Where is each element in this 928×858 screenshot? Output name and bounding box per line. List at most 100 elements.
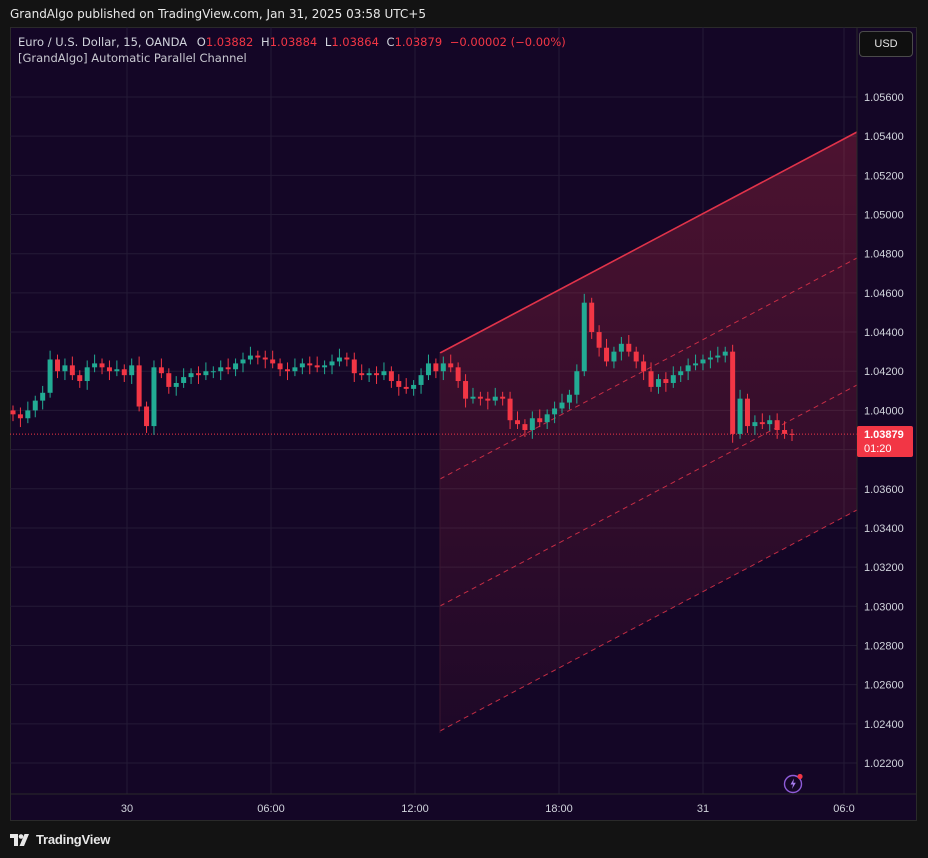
- candle: [433, 358, 439, 379]
- candle-body: [218, 367, 224, 372]
- currency-button[interactable]: USD: [859, 31, 913, 57]
- ohlc-legend: Euro / U.S. Dollar, 15, OANDA O1.03882 H…: [18, 34, 570, 50]
- candle-body: [262, 357, 268, 360]
- candle: [285, 362, 291, 381]
- y-tick-label: 1.02200: [864, 758, 904, 770]
- candle: [552, 401, 558, 424]
- candle: [759, 413, 765, 430]
- close-label: C: [386, 35, 395, 49]
- candle: [685, 358, 691, 381]
- candle: [114, 360, 120, 377]
- candle-body: [203, 371, 209, 376]
- candle-body: [544, 414, 550, 423]
- candle: [655, 374, 661, 394]
- candle-body: [285, 369, 291, 372]
- candle: [62, 358, 68, 381]
- price-axis: 1.02200 1.02400 1.02600 1.02800 1.03000 1.032…: [856, 27, 904, 794]
- candle: [336, 348, 342, 367]
- y-tick-label: 1.05200: [864, 170, 904, 182]
- candle: [596, 325, 602, 357]
- tradingview-brand[interactable]: TradingView: [10, 832, 110, 847]
- candle: [195, 366, 201, 384]
- candle: [641, 354, 647, 381]
- low-value: 1.03864: [331, 35, 379, 49]
- candle: [136, 356, 142, 412]
- symbol-label[interactable]: Euro / U.S. Dollar, 15, OANDA: [18, 35, 188, 49]
- candle: [574, 364, 580, 404]
- candle-body: [322, 365, 328, 368]
- open-value: 1.03882: [205, 35, 254, 49]
- candle-body: [144, 406, 150, 427]
- candle-body: [604, 347, 610, 362]
- candle: [604, 338, 610, 367]
- candle-body: [707, 357, 713, 360]
- candle: [158, 358, 164, 379]
- candle-body: [92, 363, 98, 368]
- candle-body: [492, 396, 498, 401]
- candle-body: [396, 381, 402, 387]
- y-tick-label: 1.04600: [864, 288, 904, 300]
- candle-body: [789, 433, 795, 435]
- candle-body: [181, 377, 187, 383]
- candle: [84, 360, 90, 390]
- candle: [789, 429, 795, 441]
- candle-body: [32, 400, 38, 411]
- candle-body: [522, 424, 528, 430]
- candle: [522, 419, 528, 437]
- candle: [693, 354, 699, 371]
- candle-body: [106, 367, 112, 372]
- high-label: H: [261, 35, 270, 49]
- candle-body: [240, 359, 246, 364]
- y-tick-label: 1.05600: [864, 92, 904, 104]
- parallel-channel: [439, 131, 858, 733]
- candle-body: [752, 422, 758, 427]
- candle-body: [336, 357, 342, 362]
- candle: [589, 297, 595, 339]
- candle: [77, 370, 83, 388]
- candle-body: [69, 365, 75, 376]
- candle-body: [663, 379, 669, 383]
- candle-body: [17, 414, 23, 419]
- candle: [722, 346, 728, 363]
- candle: [247, 346, 253, 365]
- candle-body: [477, 396, 483, 399]
- candle: [544, 409, 550, 430]
- candle-body: [759, 422, 765, 425]
- candle: [581, 293, 587, 377]
- x-tick-label: 31: [697, 803, 709, 815]
- channel-dashed-line: [439, 509, 858, 732]
- candle: [47, 350, 53, 398]
- candle-body: [589, 302, 595, 333]
- candle: [626, 334, 632, 357]
- last-price-value: 1.03879: [864, 429, 904, 441]
- indicator-label[interactable]: [GrandAlgo] Automatic Parallel Channel: [18, 51, 247, 65]
- candle-body: [700, 359, 706, 364]
- candle-body: [247, 355, 253, 360]
- candle: [129, 358, 135, 384]
- candle-body: [188, 373, 194, 378]
- candlestick-chart[interactable]: 1.02200 1.02400 1.02600 1.02800 1.03000 1.032…: [10, 27, 917, 821]
- candle: [537, 409, 543, 428]
- x-tick-label: 06:0: [833, 803, 854, 815]
- candle: [633, 346, 639, 369]
- candle-body: [425, 363, 431, 376]
- candle-body: [255, 355, 261, 358]
- candle-body: [210, 371, 216, 373]
- candle: [774, 413, 780, 439]
- candle-body: [366, 373, 372, 376]
- candle: [381, 362, 387, 381]
- candle-body: [329, 361, 335, 366]
- candle: [440, 356, 446, 381]
- candle: [618, 336, 624, 361]
- candle: [210, 366, 216, 379]
- candle: [737, 389, 743, 439]
- candle-body: [84, 367, 90, 382]
- candle: [477, 391, 483, 406]
- candle: [329, 354, 335, 375]
- candle-body: [485, 398, 491, 401]
- candle-body: [611, 351, 617, 362]
- candle: [470, 387, 476, 404]
- x-tick-label: 06:00: [257, 803, 285, 815]
- flash-icon[interactable]: [783, 772, 805, 794]
- y-tick-label: 1.05000: [864, 210, 904, 222]
